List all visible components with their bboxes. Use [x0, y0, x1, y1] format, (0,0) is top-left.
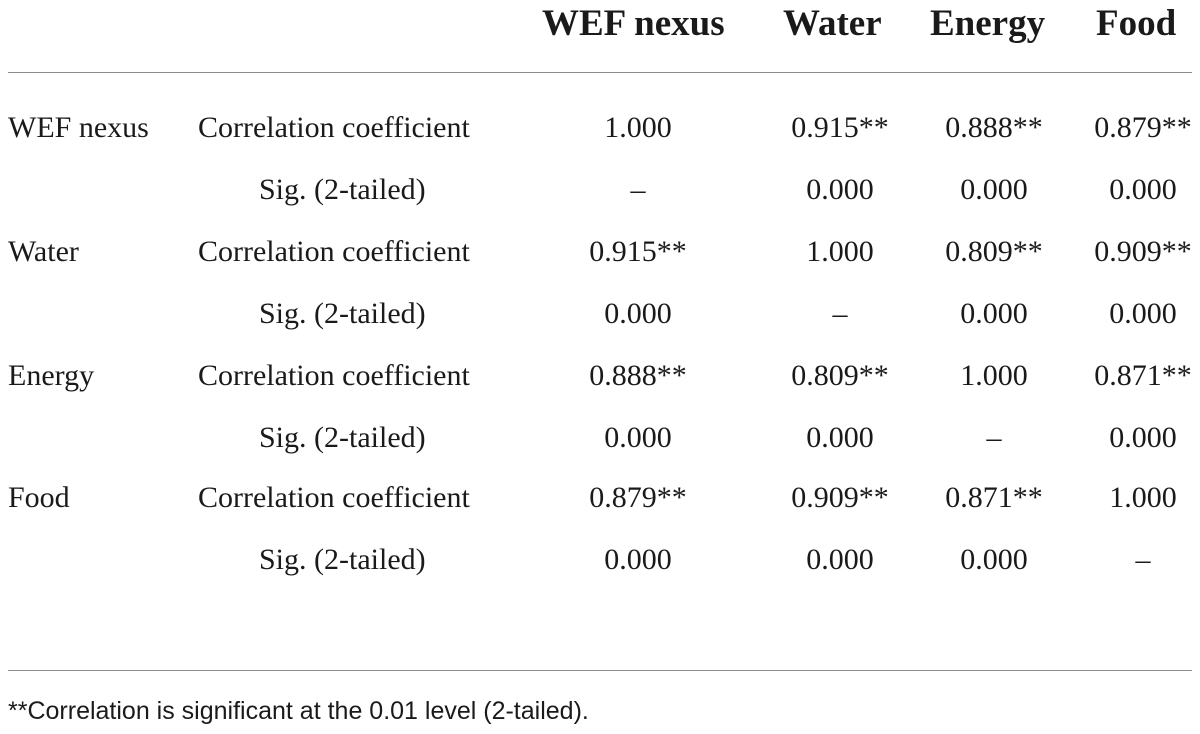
footer-divider — [8, 670, 1192, 671]
table-cell: 0.000 — [1109, 173, 1177, 206]
table-cell: 0.871** — [945, 481, 1043, 514]
table-cell: 1.000 — [806, 235, 874, 268]
table-cell: 0.000 — [604, 297, 672, 330]
table-cell: 0.888** — [945, 111, 1043, 144]
table-cell: 0.915** — [589, 235, 687, 268]
table-cell: – — [1135, 543, 1151, 576]
table-cell: 0.879** — [1094, 111, 1192, 144]
table-cell: 0.000 — [604, 421, 672, 454]
row-label-energy: Energy — [8, 359, 95, 392]
table-cell: 0.000 — [806, 543, 874, 576]
stat-label: Sig. (2-tailed) — [259, 543, 426, 576]
table-cell: 1.000 — [960, 359, 1028, 392]
stat-label: Sig. (2-tailed) — [259, 297, 426, 330]
table-cell: 0.000 — [960, 297, 1028, 330]
table-footnote: **Correlation is significant at the 0.01… — [8, 697, 589, 725]
stat-label: Correlation coefficient — [198, 235, 470, 268]
stat-label: Correlation coefficient — [198, 481, 470, 514]
table-cell: 1.000 — [1109, 481, 1177, 514]
row-label-water: Water — [8, 235, 79, 268]
stat-label: Sig. (2-tailed) — [259, 173, 426, 206]
table-cell: 0.871** — [1094, 359, 1192, 392]
table-cell: – — [832, 297, 848, 330]
column-header-food: Food — [1096, 3, 1177, 44]
table-cell: 0.809** — [791, 359, 889, 392]
table-cell: 0.000 — [604, 543, 672, 576]
row-label-wef-nexus: WEF nexus — [8, 111, 149, 144]
table-cell: 0.000 — [960, 543, 1028, 576]
column-header-wef-nexus: WEF nexus — [542, 3, 725, 44]
table-cell: – — [630, 173, 646, 206]
table-cell: 0.879** — [589, 481, 687, 514]
table-cell: 0.809** — [945, 235, 1043, 268]
column-header-water: Water — [783, 3, 882, 44]
table-cell: 0.000 — [806, 421, 874, 454]
table-cell: 0.000 — [960, 173, 1028, 206]
table-cell: 0.888** — [589, 359, 687, 392]
table-cell: 0.000 — [1109, 297, 1177, 330]
stat-label: Correlation coefficient — [198, 359, 470, 392]
column-header-energy: Energy — [930, 3, 1046, 44]
header-divider — [8, 72, 1192, 73]
table-cell: 0.909** — [1094, 235, 1192, 268]
table-cell: 0.909** — [791, 481, 889, 514]
stat-label: Correlation coefficient — [198, 111, 470, 144]
table-header: WEF nexus Water Energy Food — [0, 0, 1200, 50]
table-cell: – — [986, 421, 1002, 454]
table-cell: 0.915** — [791, 111, 889, 144]
table-cell: 1.000 — [604, 111, 672, 144]
row-label-food: Food — [8, 481, 70, 514]
table-cell: 0.000 — [806, 173, 874, 206]
stat-label: Sig. (2-tailed) — [259, 421, 426, 454]
table-cell: 0.000 — [1109, 421, 1177, 454]
